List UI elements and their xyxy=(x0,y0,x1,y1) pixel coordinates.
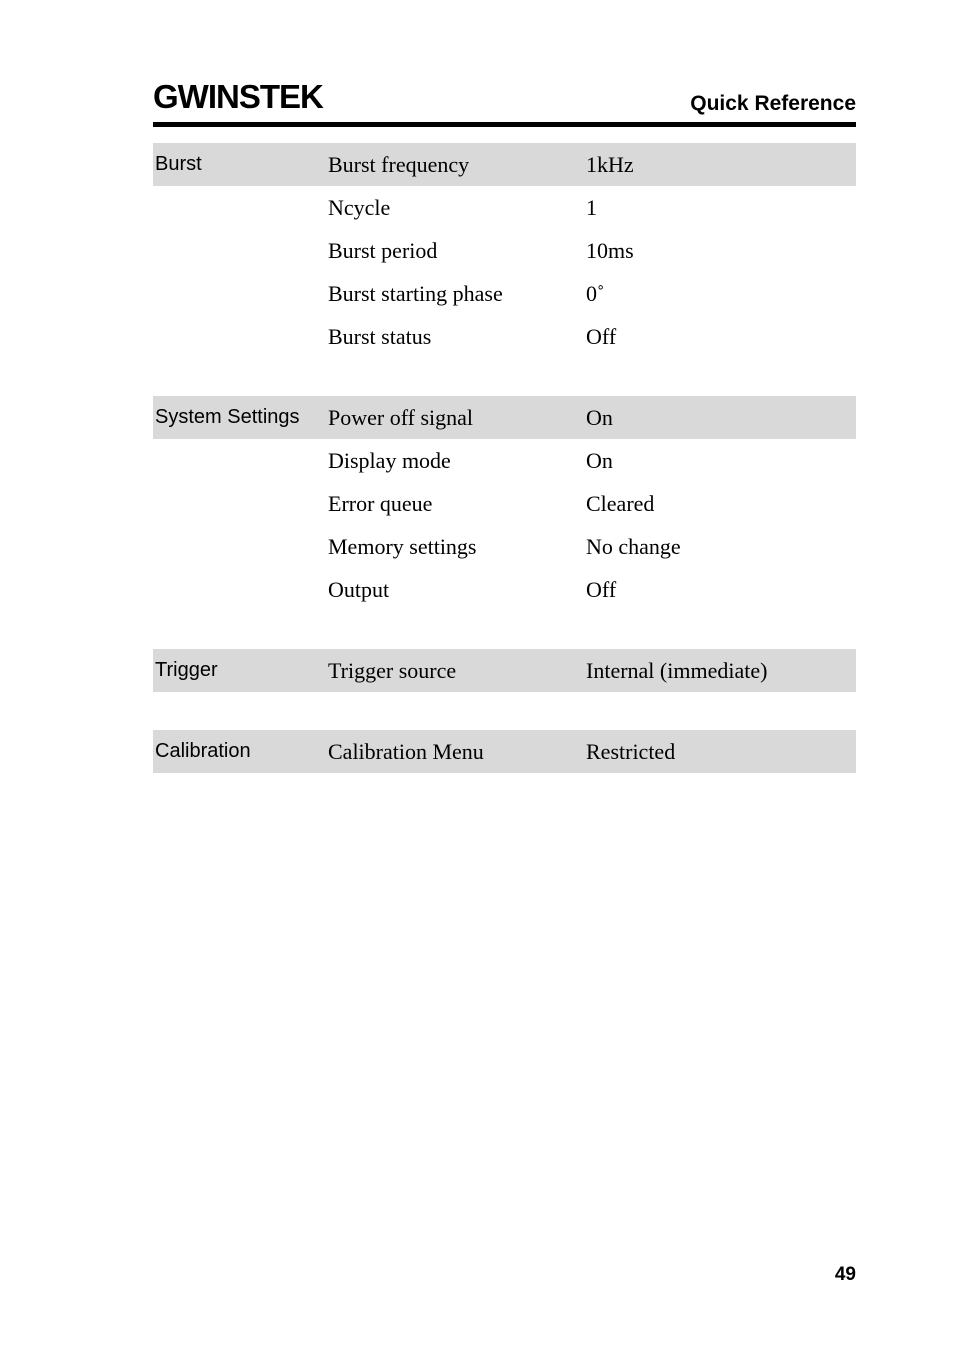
logo: GWINSTEK xyxy=(153,78,323,116)
table-section: System SettingsPower off signalOnDisplay… xyxy=(153,396,856,631)
value-cell: Off xyxy=(586,577,856,603)
page-header: GWINSTEK Quick Reference xyxy=(153,78,856,127)
label-cell: Memory settings xyxy=(328,534,586,560)
category-cell: Calibration xyxy=(153,740,328,763)
value-cell: 10ms xyxy=(586,238,856,264)
label-cell: Burst period xyxy=(328,238,586,264)
label-cell: Burst status xyxy=(328,324,586,350)
value-cell: 1 xyxy=(586,195,856,221)
label-cell: Display mode xyxy=(328,448,586,474)
value-cell: On xyxy=(586,405,856,431)
table-row: Display modeOn xyxy=(153,439,856,482)
value-cell: No change xyxy=(586,534,856,560)
table-row: Burst starting phase0˚ xyxy=(153,272,856,315)
table-row: Memory settingsNo change xyxy=(153,525,856,568)
value-cell: 1kHz xyxy=(586,152,856,178)
table-row: Burst period10ms xyxy=(153,229,856,272)
table-section: BurstBurst frequency1kHzNcycle1Burst per… xyxy=(153,143,856,378)
table-row: Ncycle1 xyxy=(153,186,856,229)
table-row: Burst statusOff xyxy=(153,315,856,358)
spacer xyxy=(153,358,856,378)
value-cell: 0˚ xyxy=(586,281,856,307)
value-cell: Restricted xyxy=(586,739,856,765)
value-cell: On xyxy=(586,448,856,474)
label-cell: Ncycle xyxy=(328,195,586,221)
header-title: Quick Reference xyxy=(690,92,856,116)
category-cell: Trigger xyxy=(153,659,328,682)
table-row: TriggerTrigger sourceInternal (immediate… xyxy=(153,649,856,692)
table-row: Error queueCleared xyxy=(153,482,856,525)
table-row: CalibrationCalibration MenuRestricted xyxy=(153,730,856,773)
table-section: CalibrationCalibration MenuRestricted xyxy=(153,730,856,773)
category-cell: Burst xyxy=(153,153,328,176)
label-cell: Output xyxy=(328,577,586,603)
category-cell: System Settings xyxy=(153,406,328,429)
label-cell: Trigger source xyxy=(328,658,586,684)
value-cell: Cleared xyxy=(586,491,856,517)
table-section: TriggerTrigger sourceInternal (immediate… xyxy=(153,649,856,712)
value-cell: Internal (immediate) xyxy=(586,658,856,684)
label-cell: Calibration Menu xyxy=(328,739,586,765)
spacer xyxy=(153,611,856,631)
table-row: BurstBurst frequency1kHz xyxy=(153,143,856,186)
label-cell: Error queue xyxy=(328,491,586,517)
value-cell: Off xyxy=(586,324,856,350)
table-row: System SettingsPower off signalOn xyxy=(153,396,856,439)
label-cell: Burst starting phase xyxy=(328,281,586,307)
label-cell: Power off signal xyxy=(328,405,586,431)
spacer xyxy=(153,692,856,712)
settings-table: BurstBurst frequency1kHzNcycle1Burst per… xyxy=(153,143,856,773)
label-cell: Burst frequency xyxy=(328,152,586,178)
page-number: 49 xyxy=(835,1264,856,1286)
table-row: OutputOff xyxy=(153,568,856,611)
